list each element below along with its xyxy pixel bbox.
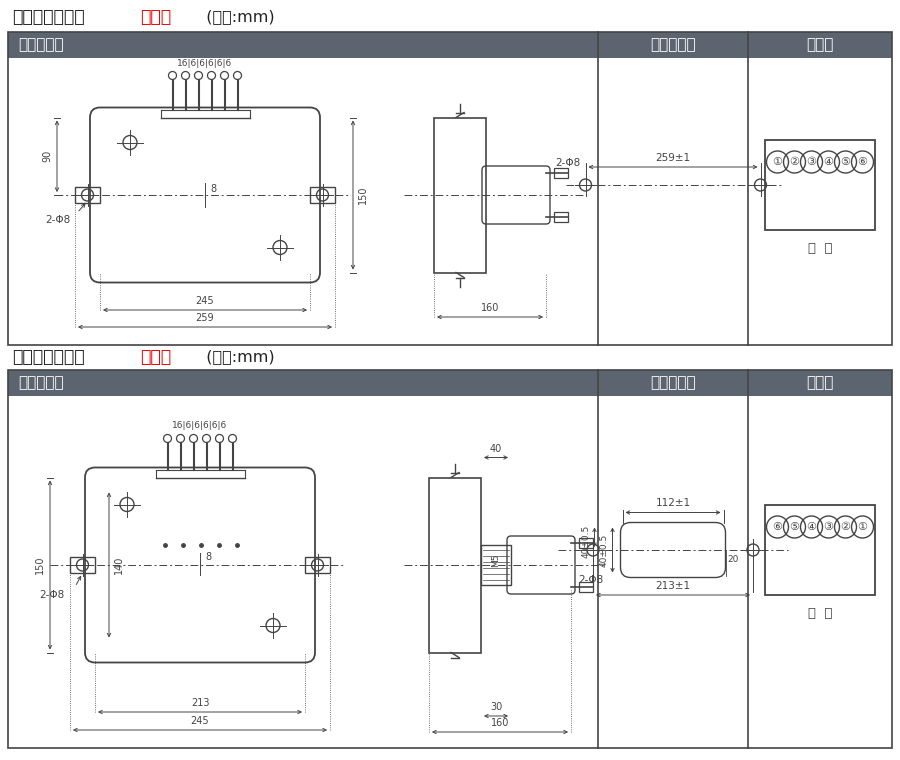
Text: 单相过流凸出式: 单相过流凸出式 — [12, 348, 85, 366]
Text: 8: 8 — [205, 552, 212, 562]
Text: 160: 160 — [481, 303, 500, 313]
Text: 前  视: 前 视 — [808, 242, 833, 255]
Bar — [8, 32, 892, 58]
Bar — [8, 32, 892, 345]
Text: 16|6|6|6|6|6: 16|6|6|6|6|6 — [173, 422, 228, 430]
Text: 2-Φ8: 2-Φ8 — [40, 590, 65, 600]
Text: 160: 160 — [491, 718, 509, 728]
Text: 单相过流凸出式: 单相过流凸出式 — [12, 8, 85, 26]
Text: 259: 259 — [195, 313, 214, 323]
Text: 安装开孔图: 安装开孔图 — [650, 37, 696, 52]
Text: 30: 30 — [490, 702, 502, 712]
Text: ②: ② — [789, 157, 799, 167]
Text: M5: M5 — [491, 553, 500, 567]
Bar — [305, 557, 330, 573]
Bar — [8, 370, 892, 748]
Text: ②: ② — [841, 522, 850, 532]
Bar — [765, 140, 875, 230]
Text: 背  视: 背 视 — [808, 607, 833, 620]
Text: 外形尺寸图: 外形尺寸图 — [18, 375, 64, 391]
Text: (单位:mm): (单位:mm) — [196, 10, 274, 24]
Text: 245: 245 — [195, 296, 214, 306]
Text: 213±1: 213±1 — [655, 581, 690, 591]
Text: 安装开孔图: 安装开孔图 — [650, 375, 696, 391]
Text: 2-Φ8: 2-Φ8 — [45, 215, 70, 225]
Bar — [765, 505, 875, 595]
Text: ①: ① — [858, 522, 868, 532]
Text: 2-Φ8: 2-Φ8 — [555, 158, 580, 168]
Bar — [75, 187, 100, 203]
Text: 40±0.5: 40±0.5 — [581, 524, 590, 558]
Text: 259±1: 259±1 — [655, 153, 690, 163]
Text: 前接线: 前接线 — [140, 8, 171, 26]
Text: 213: 213 — [191, 698, 209, 708]
Bar — [70, 557, 95, 573]
Text: 245: 245 — [191, 716, 210, 726]
Text: ④: ④ — [824, 157, 833, 167]
Text: ④: ④ — [806, 522, 816, 532]
Bar — [429, 477, 481, 653]
Text: ③: ③ — [824, 522, 833, 532]
Text: 20: 20 — [727, 556, 739, 565]
Text: 2-Φ8: 2-Φ8 — [579, 575, 604, 585]
Text: ⑥: ⑥ — [772, 522, 782, 532]
Bar — [434, 118, 486, 273]
Bar — [579, 538, 593, 548]
Text: 112±1: 112±1 — [655, 499, 690, 508]
Text: 150: 150 — [35, 556, 45, 575]
Text: ⑤: ⑤ — [789, 522, 799, 532]
Text: ⑥: ⑥ — [858, 157, 868, 167]
Text: 40±0.5: 40±0.5 — [599, 534, 608, 567]
Text: ③: ③ — [806, 157, 816, 167]
Text: 端子图: 端子图 — [806, 375, 833, 391]
Text: 140: 140 — [114, 556, 124, 575]
Bar — [481, 545, 511, 585]
Text: 端子图: 端子图 — [806, 37, 833, 52]
Text: 8: 8 — [210, 184, 216, 194]
Bar — [554, 168, 568, 178]
Text: 90: 90 — [42, 150, 52, 163]
Bar — [554, 212, 568, 222]
Bar — [8, 370, 892, 396]
Text: 外形尺寸图: 外形尺寸图 — [18, 37, 64, 52]
Bar — [310, 187, 335, 203]
Text: 后接线: 后接线 — [140, 348, 171, 366]
Text: ⑤: ⑤ — [841, 157, 850, 167]
Text: (单位:mm): (单位:mm) — [196, 350, 274, 365]
Text: 150: 150 — [358, 185, 368, 204]
Text: ①: ① — [772, 157, 782, 167]
Text: 40: 40 — [490, 444, 502, 454]
Bar — [579, 582, 593, 592]
Text: 16|6|6|6|6|6: 16|6|6|6|6|6 — [177, 59, 232, 68]
